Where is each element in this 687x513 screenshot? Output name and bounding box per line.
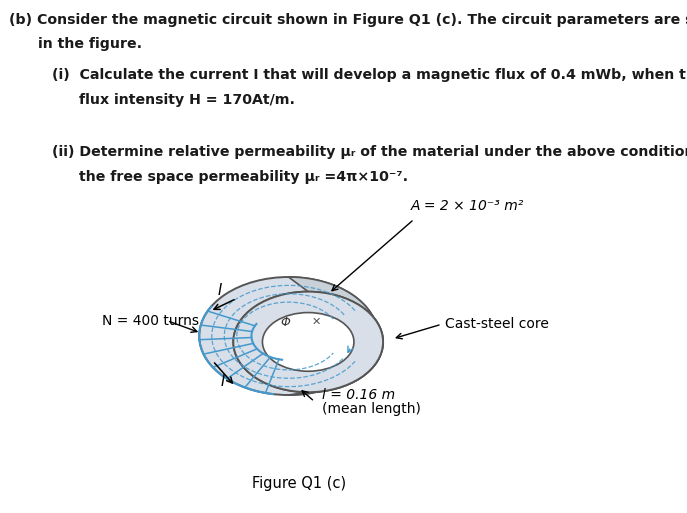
Text: in the figure.: in the figure. xyxy=(38,37,142,51)
Ellipse shape xyxy=(199,277,378,395)
Text: ✕: ✕ xyxy=(312,317,321,327)
Text: (ii) Determine relative permeability μᵣ of the material under the above conditio: (ii) Determine relative permeability μᵣ … xyxy=(52,145,687,159)
Text: (i)  Calculate the current I that will develop a magnetic flux of 0.4 mWb, when : (i) Calculate the current I that will de… xyxy=(52,68,687,82)
Text: A = 2 × 10⁻³ m²: A = 2 × 10⁻³ m² xyxy=(411,199,524,213)
Text: l = 0.16 m: l = 0.16 m xyxy=(322,388,394,402)
Ellipse shape xyxy=(262,312,354,371)
Text: flux intensity H = 170At/m.: flux intensity H = 170At/m. xyxy=(79,93,295,107)
Text: (b) Consider the magnetic circuit shown in Figure Q1 (c). The circuit parameters: (b) Consider the magnetic circuit shown … xyxy=(9,13,687,27)
Ellipse shape xyxy=(234,291,383,392)
Ellipse shape xyxy=(251,312,326,360)
Text: Φ: Φ xyxy=(280,316,290,329)
Polygon shape xyxy=(289,277,383,395)
Text: Figure Q1 (c): Figure Q1 (c) xyxy=(251,477,346,491)
Text: I: I xyxy=(221,374,225,389)
Text: (mean length): (mean length) xyxy=(322,402,420,416)
Text: I: I xyxy=(217,283,222,298)
Text: the free space permeability μᵣ =4π×10⁻⁷.: the free space permeability μᵣ =4π×10⁻⁷. xyxy=(79,170,408,184)
Ellipse shape xyxy=(262,312,354,371)
Polygon shape xyxy=(289,312,354,371)
Text: Cast-steel core: Cast-steel core xyxy=(445,317,549,331)
Text: N = 400 turns: N = 400 turns xyxy=(102,313,199,328)
Ellipse shape xyxy=(234,291,383,392)
